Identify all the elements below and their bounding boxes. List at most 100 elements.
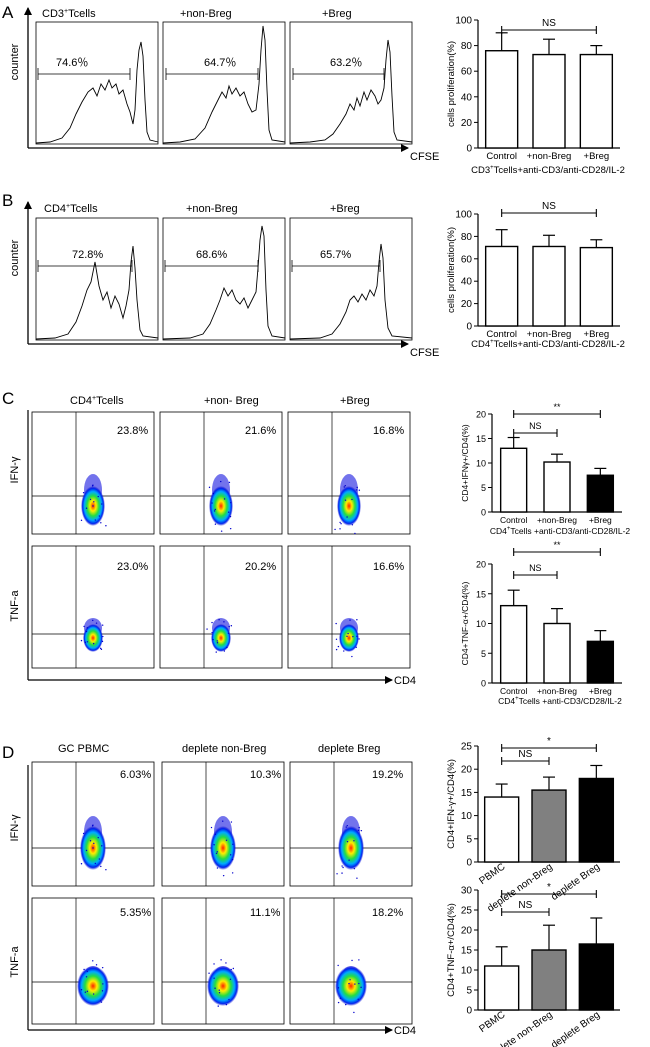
histogram-percent: 64.7％ bbox=[204, 57, 236, 69]
dotplot-event bbox=[339, 521, 341, 524]
dotplot-event bbox=[353, 1011, 355, 1014]
dotplot-event bbox=[80, 863, 83, 865]
x-tick-label: +Breg bbox=[584, 151, 610, 162]
dotplot-event bbox=[218, 619, 220, 621]
y-tick-label: 40 bbox=[461, 277, 473, 288]
dotplot-event bbox=[86, 990, 89, 993]
x-tick-label: deplete Breg bbox=[549, 1009, 602, 1047]
flow-percent-c-2-3: 16.6% bbox=[373, 561, 404, 573]
dotplot-event bbox=[357, 829, 360, 832]
dotplot-event bbox=[100, 1001, 103, 1003]
panel-d-title-1: GC PBMC bbox=[58, 743, 109, 755]
dotplot-event bbox=[337, 645, 340, 648]
bar bbox=[483, 965, 520, 1011]
dotplot-event bbox=[227, 632, 230, 634]
dotplot-event bbox=[336, 873, 338, 875]
dotplot-event bbox=[100, 865, 102, 868]
dotplot-event bbox=[225, 962, 227, 964]
dotplot-event bbox=[210, 826, 213, 829]
histogram-frame bbox=[162, 217, 286, 341]
dotplot-event bbox=[101, 503, 103, 505]
dotplot-event bbox=[354, 532, 356, 535]
x-tick-label: +Breg bbox=[584, 329, 610, 340]
dotplot-main-population bbox=[337, 486, 361, 526]
x-axis-label-sup: + bbox=[490, 165, 494, 171]
dotplot-event bbox=[354, 983, 356, 985]
dotplot-event bbox=[335, 622, 337, 625]
significance-label: * bbox=[547, 736, 551, 747]
histogram-title: CD3+Tcells bbox=[42, 8, 96, 20]
bar bbox=[543, 461, 571, 513]
y-tick-label: 5 bbox=[481, 483, 486, 493]
dotplot-event bbox=[222, 874, 225, 877]
dotplot-event bbox=[351, 655, 353, 658]
dotplot-event bbox=[86, 627, 88, 629]
bar bbox=[579, 246, 614, 327]
dotplot-event bbox=[92, 642, 95, 645]
panel-d-row1-ylabel: IFN-γ bbox=[9, 814, 21, 841]
dotplot-event bbox=[339, 528, 341, 530]
significance-label: NS bbox=[542, 201, 556, 212]
histogram-trace bbox=[162, 225, 286, 340]
dotplot-event bbox=[335, 638, 338, 640]
dotplot-event bbox=[214, 508, 216, 511]
dotplot-event bbox=[80, 989, 83, 991]
dotplot-event bbox=[80, 519, 83, 522]
dotplot-event bbox=[206, 628, 208, 630]
dotplot-event bbox=[101, 845, 103, 847]
y-tick-label: 20 bbox=[461, 926, 473, 937]
significance-label: NS bbox=[529, 421, 542, 431]
x-tick-label: Control bbox=[486, 329, 517, 340]
x-tick-label: +Breg bbox=[589, 686, 612, 696]
dotplot-event bbox=[223, 650, 226, 652]
histogram-percent: 63.2％ bbox=[330, 57, 362, 69]
dotplot-event bbox=[220, 959, 222, 961]
significance-label: ** bbox=[553, 402, 561, 412]
flow-percent-c-2-2: 20.2% bbox=[245, 561, 276, 573]
dotplot-event bbox=[92, 847, 94, 849]
dotplot-event bbox=[220, 480, 222, 483]
y-tick-label: 25 bbox=[461, 742, 473, 753]
y-tick-label: 10 bbox=[461, 966, 473, 977]
bar-chart-a: 0 20 40 60 80 100 cells proliferation(%) Contro… bbox=[446, 16, 625, 177]
dotplot-event bbox=[343, 650, 345, 652]
dotplot-event bbox=[346, 516, 348, 518]
y-tick-label: 10 bbox=[476, 459, 486, 469]
y-tick-label: 15 bbox=[476, 434, 486, 444]
dotplot-event bbox=[358, 959, 360, 961]
x-tick-label: +Breg bbox=[589, 515, 612, 525]
bar bbox=[543, 622, 571, 684]
dotplot-event bbox=[215, 852, 218, 855]
dotplot-main-population bbox=[77, 966, 109, 1006]
dotplot-frame bbox=[287, 411, 411, 535]
dotplot-event bbox=[231, 858, 234, 861]
dotplot-event bbox=[101, 990, 104, 992]
dotplot-main-population bbox=[209, 486, 233, 526]
dotplot-event bbox=[101, 624, 104, 626]
y-tick-label: 0 bbox=[481, 679, 486, 689]
y-tick-label: 20 bbox=[461, 118, 473, 129]
flow-percent-d-2-1: 5.35% bbox=[120, 907, 151, 919]
panel-b-xlabel: CFSE bbox=[410, 347, 439, 359]
dotplot-event bbox=[229, 515, 232, 518]
dotplot-frame bbox=[161, 761, 285, 887]
dotplot-event bbox=[222, 820, 224, 822]
panel-d-row2-ylabel: TNF-a bbox=[9, 946, 21, 978]
dotplot-frame bbox=[31, 897, 155, 1025]
panel-a-plot-2: +non-Breg 64.7％ bbox=[162, 8, 286, 145]
dotplot-event bbox=[230, 968, 232, 971]
dotplot-frame bbox=[31, 411, 155, 535]
y-tick-label: 0 bbox=[481, 508, 486, 518]
dotplot-event bbox=[208, 972, 210, 974]
dotplot-event bbox=[220, 530, 223, 532]
dotplot-event bbox=[94, 519, 97, 521]
x-tick-label: PBMC bbox=[477, 1009, 507, 1035]
dotplot-frame bbox=[289, 761, 413, 887]
dotplot-event bbox=[92, 824, 94, 826]
dotplot-event bbox=[85, 630, 88, 633]
significance-label: NS bbox=[518, 900, 532, 911]
dotplot-event bbox=[89, 840, 92, 842]
dotplot-event bbox=[228, 481, 231, 484]
